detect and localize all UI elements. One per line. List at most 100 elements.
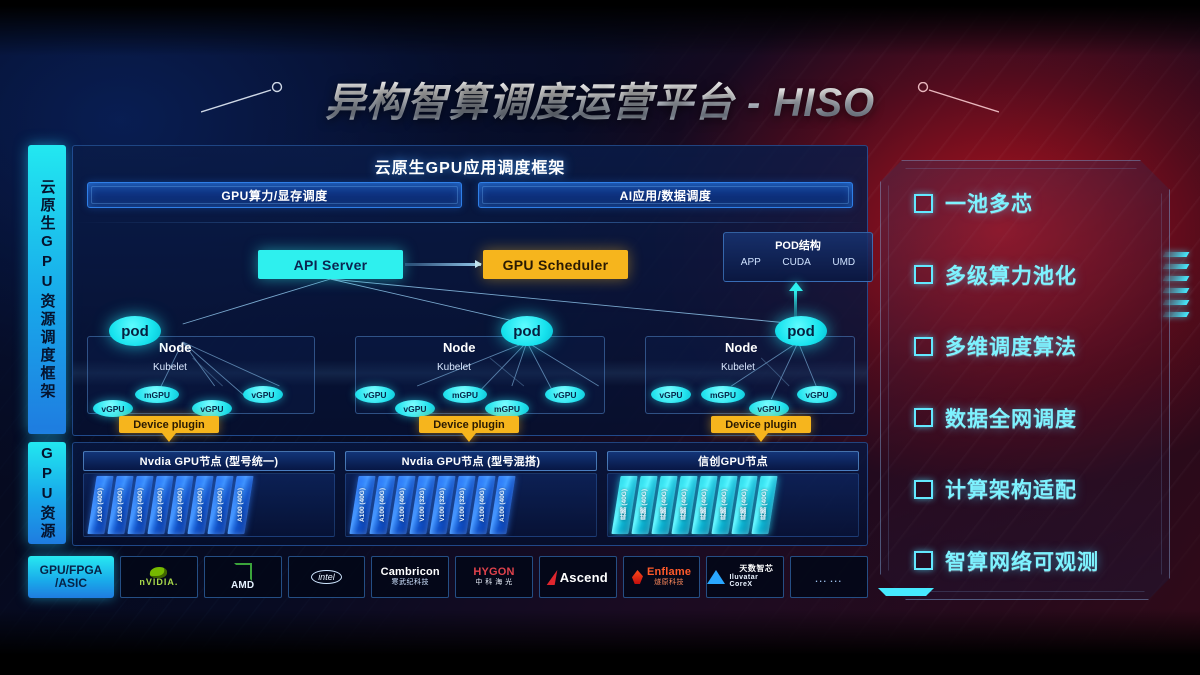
feature-item-5[interactable]: 计算架构适配 — [914, 474, 1156, 504]
feature-panel-corner-accent — [878, 588, 934, 596]
gpu-card-label: 昇腾 (40G) — [640, 489, 648, 521]
gpu-card-label: A100 (40G) — [157, 488, 164, 522]
feature-item-5-label: 计算架构适配 — [945, 479, 1077, 503]
sidebar-tab-gpu-resource-label: GPU资源 — [38, 445, 56, 541]
gpu-card-label: V100 (32G) — [459, 488, 467, 522]
feature-item-4-label: 数据全网调度 — [945, 407, 1077, 431]
hygon-logo-icon: HYGON 中 科 海 光 — [473, 566, 515, 587]
device-plugin-arrow-icon-1 — [162, 433, 176, 442]
feature-item-2[interactable]: 多级算力池化 — [914, 260, 1156, 290]
node-group-3: Node Kubelet pod mGPU vGPU vGPU vGPU Dev… — [645, 316, 855, 442]
feature-item-6[interactable]: 智算网络可观测 — [914, 546, 1156, 576]
api-to-scheduler-arrow-icon — [405, 260, 482, 268]
vendor-hygon-label: HYGON — [473, 566, 515, 579]
kubelet-label-1: Kubelet — [153, 362, 187, 373]
gpu-chip-2-1[interactable]: vGPU — [355, 386, 395, 403]
gpu-chip-3-4[interactable]: vGPU — [651, 386, 691, 403]
slide-title-bar: 异构智算调度运营平台 - HISO — [0, 72, 1200, 126]
gpu-card-label: A100 (40G) — [479, 488, 486, 522]
capability-bar-gpu-compute[interactable]: GPU算力/显存调度 — [87, 182, 462, 208]
gpu-card-label: A100 (40G) — [137, 488, 144, 522]
iluvatar-logo-icon — [707, 570, 726, 584]
background-top-fade — [0, 0, 1200, 56]
feature-item-4[interactable]: 数据全网调度 — [914, 403, 1156, 433]
device-plugin-arrow-icon-2 — [462, 433, 476, 442]
feature-item-3-label: 多维调度算法 — [945, 336, 1077, 360]
page-title: 异构智算调度运营平台 - HISO — [325, 70, 875, 128]
gpu-card-label: 昇腾 (40G) — [660, 489, 668, 521]
gpu-card-label: A100 (40G) — [217, 488, 224, 522]
checkbox-icon — [914, 479, 933, 499]
gpu-card-label: A100 (40G) — [237, 488, 244, 522]
gpu-chip-3-1[interactable]: mGPU — [701, 386, 745, 403]
feature-item-1[interactable]: 一池多芯 — [914, 188, 1156, 218]
vendor-enflame[interactable]: Enflame 燧原科技 — [622, 556, 701, 598]
gpu-chip-3-2[interactable]: vGPU — [749, 400, 789, 417]
pod-layer-umd: UMD — [832, 257, 856, 268]
node-label-1: Node — [159, 340, 192, 355]
vendor-iluvatar-sublabel: Iluvatar CoreX — [729, 573, 759, 589]
checkbox-icon — [914, 193, 933, 213]
capability-bar-ai-app-label: AI应用/数据调度 — [619, 188, 712, 203]
vendor-nvidia[interactable]: nVIDIA. — [120, 556, 198, 598]
gpu-card-label: A100 (40G) — [359, 488, 366, 522]
gpu-scheduler-box[interactable]: GPU Scheduler — [483, 250, 628, 279]
gpu-chip-1-4[interactable]: vGPU — [243, 386, 283, 403]
feature-list: 一池多芯 多级算力池化 多维调度算法 数据全网调度 计算架构适配 智算网络可观测 — [914, 188, 1156, 576]
gpu-chip-3-3[interactable]: vGPU — [797, 386, 837, 403]
vendor-cambricon[interactable]: Cambricon 寒武纪科技 — [371, 556, 450, 598]
gpu-node-column-1-header-label: Nvdia GPU节点 (型号统一) — [139, 456, 279, 468]
gpu-node-column-3-header-label: 信创GPU节点 — [698, 456, 768, 468]
feature-item-2-label: 多级算力池化 — [945, 264, 1077, 288]
device-plugin-arrow-icon-3 — [754, 433, 768, 442]
gpu-node-column-2-header-label: Nvdia GPU节点 (型号混搭) — [401, 456, 541, 468]
vendor-hygon-sublabel: 中 科 海 光 — [475, 579, 513, 587]
gpu-card-label: V100 (32G) — [439, 488, 447, 522]
pod-structure-arrow-icon — [789, 282, 803, 291]
vendor-hygon[interactable]: HYGON 中 科 海 光 — [455, 556, 533, 598]
gpu-card-label: A100 (40G) — [399, 488, 406, 522]
gpu-chip-1-3[interactable]: vGPU — [192, 400, 232, 417]
node-label-2: Node — [443, 340, 476, 355]
vendor-intel-label: intel — [318, 572, 335, 582]
device-plugin-1[interactable]: Device plugin — [119, 416, 219, 433]
vendor-more[interactable]: …… — [790, 556, 869, 598]
device-plugin-3[interactable]: Device plugin — [711, 416, 811, 433]
gpu-chip-2-3[interactable]: mGPU — [443, 386, 487, 403]
vendor-intel[interactable]: intel — [287, 556, 366, 598]
vendor-cambricon-label: Cambricon — [380, 566, 440, 579]
vendor-amd[interactable]: AMD — [203, 556, 282, 598]
architecture-diagram: 云原生GPU资源调度框架 GPU资源 云原生GPU应用调度框架 GPU算力/显存… — [28, 145, 873, 600]
feature-panel-frame — [880, 160, 1170, 600]
framework-heading: 云原生GPU应用调度框架 — [374, 160, 566, 177]
feature-item-6-label: 智算网络可观测 — [945, 550, 1099, 574]
pod-badge-3[interactable]: pod — [775, 316, 827, 346]
feature-item-3[interactable]: 多维调度算法 — [914, 331, 1156, 361]
amd-logo-icon — [233, 562, 252, 581]
nvidia-logo-icon — [149, 566, 169, 578]
vendor-iluvatar[interactable]: 天数智芯 Iluvatar CoreX — [706, 556, 785, 598]
vendor-nvidia-label: nVIDIA. — [139, 576, 179, 587]
capability-bar-ai-app[interactable]: AI应用/数据调度 — [478, 182, 853, 208]
vendor-ascend-label: Ascend — [559, 569, 608, 585]
title-right-decoration-icon — [889, 82, 1000, 116]
pod-structure-title: POD结构 — [775, 240, 821, 252]
vendor-enflame-sublabel: 燧原科技 — [654, 579, 685, 587]
gpu-chip-2-2[interactable]: vGPU — [395, 400, 435, 417]
vendor-category-line1: GPU/FPGA — [39, 563, 103, 578]
gpu-chip-2-4[interactable]: mGPU — [485, 400, 529, 417]
gpu-chip-1-2[interactable]: mGPU — [135, 386, 179, 403]
api-server-box[interactable]: API Server — [258, 250, 403, 279]
gpu-card-label: 昇腾 (40G) — [720, 489, 728, 521]
sidebar-tab-framework-label: 云原生GPU资源调度框架 — [38, 178, 56, 401]
gpu-chip-2-5[interactable]: vGPU — [545, 386, 585, 403]
device-plugin-2[interactable]: Device plugin — [419, 416, 519, 433]
pod-badge-1[interactable]: pod — [109, 316, 161, 346]
background-bottom-fade — [0, 609, 1200, 675]
pod-badge-2[interactable]: pod — [501, 316, 553, 346]
checkbox-icon — [914, 551, 933, 571]
gpu-node-column-1: Nvdia GPU节点 (型号统一) A100 (40G) A100 (40G) A… — [83, 451, 335, 537]
gpu-chip-1-1[interactable]: vGPU — [93, 400, 133, 417]
vendor-ascend[interactable]: Ascend — [538, 556, 617, 598]
node-label-3: Node — [725, 340, 758, 355]
